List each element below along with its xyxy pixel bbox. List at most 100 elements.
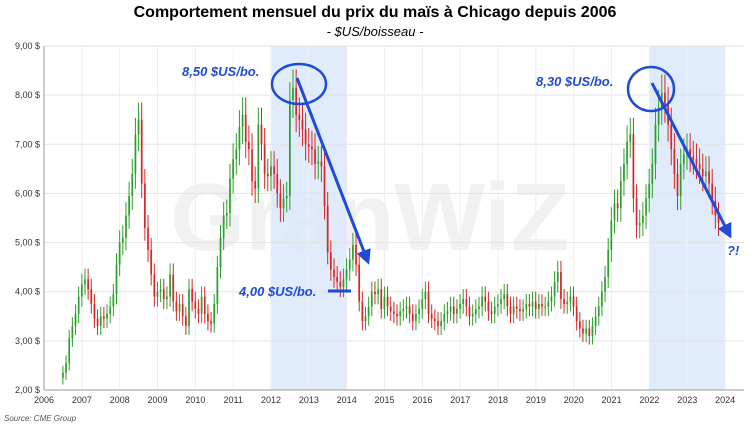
candle-body (203, 296, 206, 314)
x-tick-label: 2011 (224, 395, 243, 405)
candle-175 (610, 207, 613, 262)
candle-body (396, 313, 398, 317)
candle-155 (547, 291, 550, 317)
candle-153 (541, 294, 543, 317)
candle-body (244, 114, 247, 142)
annotation-label-1: 8,50 $US/bo. (182, 64, 259, 79)
candle-49 (213, 294, 216, 333)
annotation-label-2: 4,00 $US/bo. (238, 284, 316, 299)
candle-body (232, 159, 234, 179)
candle-137 (490, 301, 493, 324)
candle-body (402, 308, 405, 312)
candle-192 (664, 74, 666, 123)
candle-176 (613, 189, 616, 234)
candle-body (144, 183, 146, 228)
candle-body (673, 149, 676, 174)
candle-16 (109, 296, 112, 324)
candle-body (175, 301, 178, 312)
candle-body (348, 259, 351, 270)
candle-body (550, 296, 553, 302)
candle-body (623, 163, 625, 182)
candle-body (279, 193, 282, 209)
candle-65 (263, 128, 266, 189)
candle-98 (367, 296, 370, 326)
candle-body (121, 237, 124, 243)
candle-body (601, 291, 603, 307)
candle-187 (648, 168, 651, 213)
candle-152 (537, 294, 540, 319)
y-tick-label: 6,00 $ (15, 188, 40, 198)
candle-186 (645, 184, 647, 229)
candle-19 (118, 230, 121, 277)
candle-body (695, 159, 698, 164)
candle-103 (383, 286, 386, 319)
candle-body (282, 198, 285, 209)
y-tick-label: 9,00 $ (15, 41, 40, 51)
candle-body (629, 134, 632, 142)
candle-170 (594, 306, 597, 336)
x-tick-label: 2014 (337, 395, 357, 405)
candle-body (588, 328, 591, 336)
candle-body (333, 269, 335, 277)
candle-body (251, 149, 253, 182)
candle-body (169, 274, 171, 297)
candle-body (616, 203, 619, 209)
candle-body (131, 173, 134, 196)
candle-body (427, 291, 430, 314)
candle-body (594, 316, 597, 327)
candle-body (276, 173, 279, 194)
candle-122 (443, 304, 446, 331)
candle-body (112, 294, 115, 307)
candle-body (563, 299, 565, 304)
candle-body (604, 276, 606, 292)
candle-157 (553, 271, 556, 307)
candle-body (465, 299, 468, 307)
candle-body (311, 146, 313, 150)
candle-184 (638, 209, 641, 239)
candle-body (292, 87, 294, 101)
candle-32 (159, 278, 162, 303)
candle-body (632, 134, 635, 199)
x-tick-label: 2015 (375, 395, 395, 405)
candle-body (657, 107, 660, 125)
candle-89 (339, 271, 342, 298)
candle-body (125, 215, 127, 238)
candle-body (717, 215, 720, 223)
candle-58 (241, 97, 244, 144)
candle-171 (597, 296, 600, 326)
candle-body (560, 272, 562, 300)
candle-183 (635, 184, 638, 239)
candle-13 (99, 306, 102, 336)
candle-172 (601, 281, 603, 317)
y-tick-label: 8,00 $ (15, 90, 40, 100)
candle-60 (248, 125, 250, 166)
candle-135 (484, 286, 487, 312)
candle-52 (222, 202, 225, 251)
x-tick-label: 2009 (147, 395, 167, 405)
candle-115 (421, 289, 424, 319)
candle-body (556, 272, 559, 282)
candle-177 (616, 189, 619, 222)
candle-169 (591, 317, 594, 345)
candle-206 (708, 156, 710, 199)
candle-136 (487, 291, 490, 321)
candle-129 (465, 289, 468, 317)
x-tick-label: 2007 (72, 395, 92, 405)
candle-body (679, 163, 682, 196)
candle-90 (342, 268, 345, 298)
candle-body (364, 316, 367, 322)
candle-body (664, 92, 666, 105)
candle-body (497, 304, 499, 307)
candle-body (194, 301, 197, 309)
candle-body (323, 166, 326, 206)
candle-body (642, 215, 644, 223)
candle-body (503, 294, 506, 300)
candle-34 (166, 286, 168, 310)
candle-173 (604, 266, 606, 303)
candle-128 (462, 289, 465, 314)
candle-201 (692, 140, 695, 175)
candle-body (468, 306, 471, 317)
candle-123 (446, 301, 449, 324)
x-tick-label: 2020 (564, 395, 584, 405)
candle-body (572, 296, 575, 307)
